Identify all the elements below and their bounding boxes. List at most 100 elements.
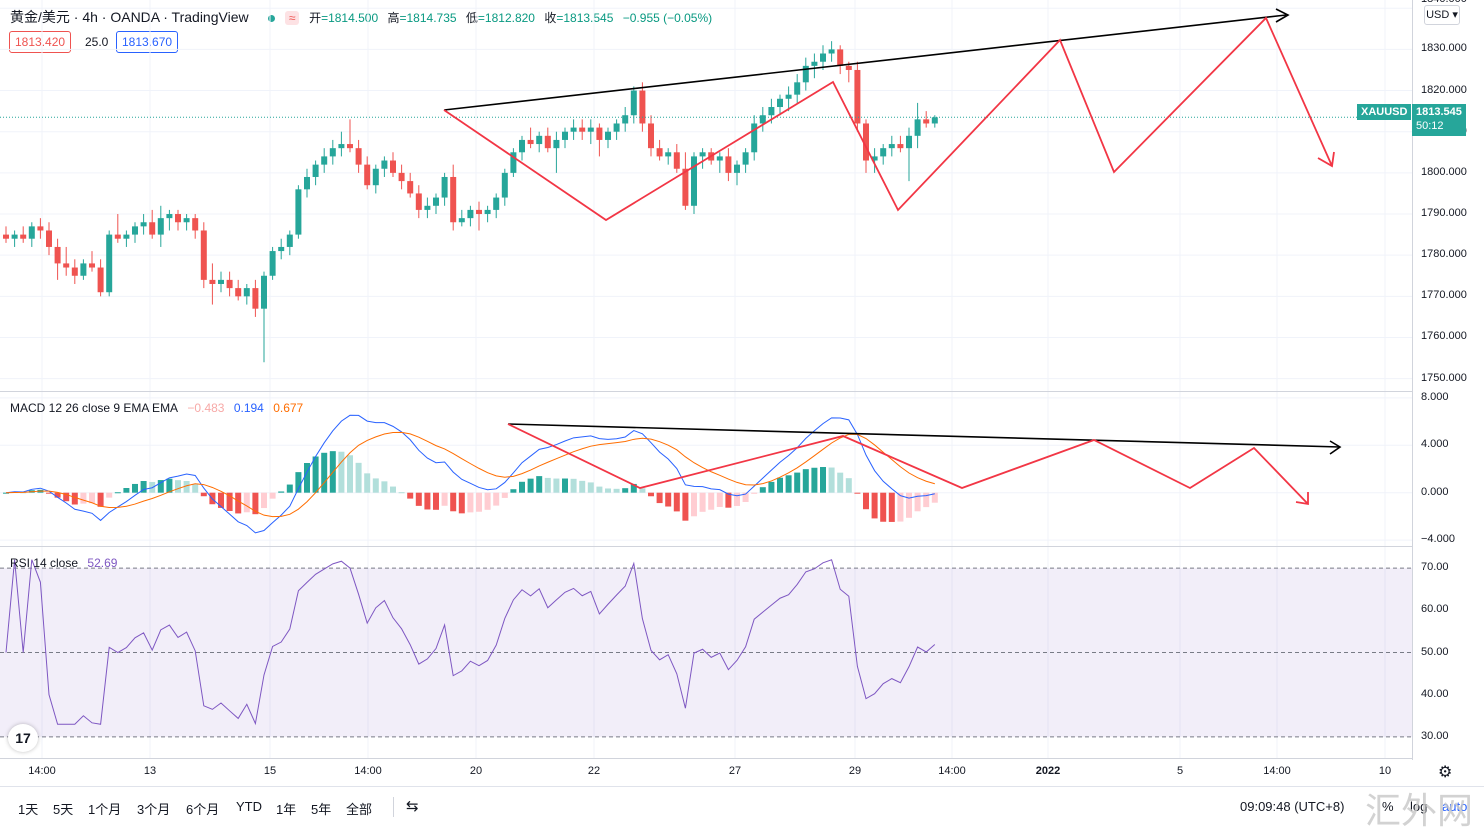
watermark-logo: 汇外网 [1365, 791, 1474, 832]
currency-button[interactable]: USD ▾ [1424, 5, 1460, 25]
candle-body [794, 82, 801, 95]
candle-body [622, 115, 629, 124]
macd-hist-bar [183, 480, 190, 493]
candle-body [355, 148, 362, 165]
candle-body [89, 263, 95, 268]
macd-hist-bar [888, 492, 895, 522]
candle-body [261, 275, 267, 309]
auto-toggle[interactable]: auto [1442, 799, 1468, 814]
candle-body [648, 123, 654, 149]
macd-hist-bar [742, 492, 749, 503]
rsi-scale-label: 30.00 [1421, 729, 1449, 742]
macd-hist-bar [785, 475, 792, 493]
macd-hist-bar [691, 492, 697, 517]
candle-body [132, 226, 138, 235]
candle-body [923, 119, 930, 124]
macd-hist-bar [562, 478, 568, 493]
wave-icon[interactable]: ≈ [284, 11, 300, 25]
range-button[interactable]: 1天 [18, 802, 39, 817]
range-button[interactable]: 3个月 [137, 802, 171, 817]
tradingview-logo-icon[interactable]: 17 [8, 724, 38, 752]
rsi-legend[interactable]: RSI 14 close 52.69 [10, 556, 123, 570]
macd-hist-bar [931, 492, 938, 503]
range-button[interactable]: 1年 [276, 802, 297, 817]
percent-toggle[interactable]: % [1382, 799, 1394, 814]
macd-hist-bar [71, 492, 78, 505]
macd-hist-bar [854, 492, 861, 494]
macd-legend[interactable]: MACD 12 26 close 9 EMA EMA −0.483 0.194 … [10, 401, 309, 415]
trendline-black [443, 14, 1287, 111]
macd-hist-bar [3, 492, 9, 494]
price-scale-label: 1830.000 [1421, 42, 1467, 55]
macd-hist-bar [648, 492, 654, 497]
candle-body [209, 279, 216, 284]
range-button[interactable]: 5天 [53, 802, 74, 817]
spread-value: 25.0 [85, 35, 109, 49]
ask-price-box[interactable]: 1813.670 [116, 31, 179, 53]
candle-body [424, 205, 431, 210]
macd-hist-bar [372, 478, 379, 493]
chart-canvas[interactable] [0, 0, 1412, 760]
candle-body [175, 214, 181, 223]
candle-body [777, 98, 783, 108]
clock[interactable]: 09:09:48 (UTC+8) [1240, 799, 1345, 814]
macd-hist-bar [424, 492, 431, 510]
rsi-title: RSI 14 close [10, 556, 79, 570]
pane-separator-macd[interactable] [0, 391, 1412, 392]
candle-body [123, 234, 130, 239]
macd-hist-bar [269, 492, 276, 499]
range-button[interactable]: 1个月 [88, 802, 122, 817]
candle-body [716, 156, 723, 161]
macd-hist-bar [751, 492, 758, 494]
candle-body [329, 148, 336, 157]
macd-scale-label: 0.000 [1421, 485, 1449, 498]
macd-hist-bar [338, 451, 345, 493]
macd-hist-bar [716, 492, 723, 507]
replay-icon[interactable]: ⇆ [406, 798, 419, 815]
candle-body [570, 127, 577, 132]
candle-body [544, 135, 551, 149]
macd-hist-bar [587, 482, 594, 493]
candle-body [97, 267, 104, 293]
candle-body [398, 172, 405, 182]
candle-body [390, 160, 396, 173]
time-axis-label: 14:00 [354, 765, 382, 777]
rsi-scale-label: 50.00 [1421, 645, 1449, 658]
macd-hist-bar [777, 477, 783, 493]
macd-hist-bar [261, 492, 267, 509]
candle-body [493, 197, 500, 210]
macd-hist-bar [175, 480, 181, 493]
time-axis-label: 2022 [1035, 765, 1061, 777]
macd-hist-bar [510, 489, 517, 493]
macd-hist-bar [450, 492, 457, 512]
macd-hist-bar [218, 492, 224, 508]
candle-body [235, 288, 242, 297]
log-toggle[interactable]: log [1410, 799, 1428, 814]
macd-hist-bar [837, 472, 844, 493]
bid-price-box[interactable]: 1813.420 [9, 31, 72, 53]
range-button[interactable]: 5年 [311, 802, 332, 817]
macd-line [5, 414, 935, 534]
macd-hist-bar [802, 469, 809, 493]
macd-hist-bar [630, 483, 637, 493]
candle-body [37, 226, 44, 231]
symbol-title[interactable]: 黄金/美元 · 4h · OANDA · TradingView [10, 9, 249, 25]
candle-body [527, 139, 534, 145]
range-button[interactable]: YTD [236, 799, 262, 814]
macd-hist-bar [871, 492, 878, 519]
time-axis-label: 29 [848, 765, 862, 777]
rsi-value: 52.69 [87, 556, 118, 570]
last-price-tag: 1813.545 50:12 [1412, 104, 1466, 136]
candle-body [673, 152, 680, 169]
low-label: 低 [465, 11, 478, 25]
candle-body [845, 65, 852, 70]
settings-gear-icon[interactable]: ⚙ [1438, 764, 1453, 781]
candle-body [630, 90, 637, 116]
candle-body [854, 69, 861, 124]
pane-separator-rsi[interactable] [0, 546, 1412, 547]
macd-zigzag-red [507, 423, 1309, 505]
rsi-scale-label: 60.00 [1421, 603, 1449, 616]
candle-body [863, 123, 869, 161]
range-button[interactable]: 全部 [346, 802, 373, 817]
range-button[interactable]: 6个月 [186, 802, 220, 817]
